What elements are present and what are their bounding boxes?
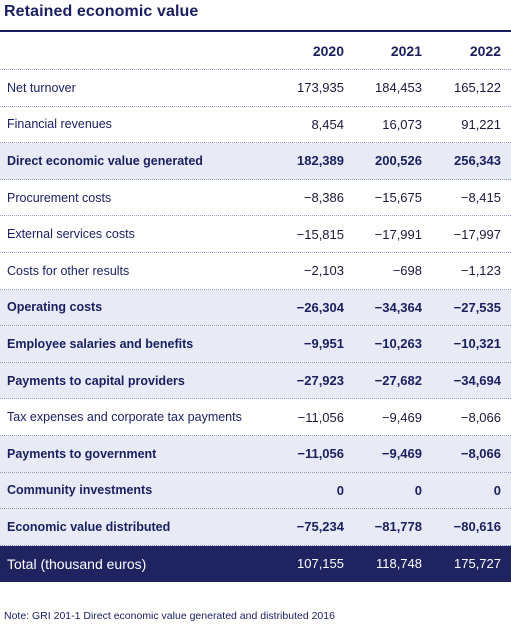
row-value-2022: −1,123 <box>460 263 501 279</box>
total-row: Total (thousand euros) 107,155 118,748 1… <box>0 545 511 582</box>
table-row: Community investments 0 0 0 <box>0 472 511 510</box>
table-row: Operating costs −26,304 −34,364 −27,535 <box>0 289 511 327</box>
row-value-2021: −9,469 <box>381 409 422 425</box>
total-2020: 107,155 <box>297 556 344 572</box>
row-value-2020: 0 <box>336 482 344 498</box>
table-row: Tax expenses and corporate tax payments −… <box>0 399 511 436</box>
row-label: Community investments <box>7 483 153 498</box>
row-value-2022: 256,343 <box>454 153 501 169</box>
row-value-2022: −17,997 <box>453 226 501 242</box>
table-header-row: 2020 2021 2022 <box>0 32 511 70</box>
row-label: Net turnover <box>7 80 76 95</box>
row-value-2022: −10,321 <box>453 336 501 352</box>
row-value-2021: −34,364 <box>374 299 422 315</box>
row-value-2020: 173,935 <box>297 80 344 96</box>
row-label: Employee salaries and benefits <box>7 336 194 351</box>
row-value-2022: 0 <box>493 482 501 498</box>
row-label: Direct economic value generated <box>7 153 203 168</box>
row-value-2022: −8,066 <box>460 409 501 425</box>
row-value-2020: −9,951 <box>303 336 344 352</box>
row-value-2021: −698 <box>392 263 422 279</box>
table-row: Direct economic value generated 182,389 20… <box>0 143 511 180</box>
row-value-2022: −27,535 <box>453 299 501 315</box>
row-value-2020: −11,056 <box>297 409 344 425</box>
row-value-2021: 200,526 <box>375 153 422 169</box>
row-label: Economic value distributed <box>7 519 171 534</box>
row-value-2020: −15,815 <box>296 226 344 242</box>
row-value-2021: −17,991 <box>374 226 422 242</box>
column-header-2021: 2021 <box>390 42 422 59</box>
total-2022: 175,727 <box>454 556 501 572</box>
row-value-2021: −81,778 <box>374 519 422 535</box>
column-header-2020: 2020 <box>312 42 344 59</box>
row-label: Tax expenses and corporate tax payments <box>7 410 242 425</box>
table-body: Net turnover 173,935 184,453 165,122 Financi… <box>0 70 511 546</box>
row-value-2020: −8,386 <box>303 190 344 206</box>
row-value-2022: 91,221 <box>461 116 501 132</box>
row-value-2022: −80,616 <box>453 519 501 535</box>
row-value-2021: 0 <box>414 482 422 498</box>
total-label: Total (thousand euros) <box>7 555 147 572</box>
row-value-2022: −8,066 <box>460 446 501 462</box>
page-title: Retained economic value <box>4 3 199 20</box>
row-value-2021: −9,469 <box>381 446 422 462</box>
table-row: Financial revenues 8,454 16,073 91,221 <box>0 107 511 144</box>
row-value-2021: −15,675 <box>374 190 422 206</box>
total-2021: 118,748 <box>375 556 422 572</box>
row-value-2021: 16,073 <box>382 116 422 132</box>
table-row: Net turnover 173,935 184,453 165,122 <box>0 70 511 107</box>
table-row: External services costs −15,815 −17,991 −17… <box>0 216 511 253</box>
row-value-2020: −75,234 <box>296 519 344 535</box>
row-label: Procurement costs <box>7 190 112 205</box>
footnote: Note: GRI 201-1 Direct economic value ge… <box>4 610 335 622</box>
row-value-2020: −26,304 <box>296 299 344 315</box>
row-label: Payments to capital providers <box>7 373 185 388</box>
row-value-2020: −2,103 <box>303 263 344 279</box>
table-row: Costs for other results −2,103 −698 −1,123 <box>0 253 511 290</box>
row-label: Operating costs <box>7 300 103 315</box>
title-divider <box>0 30 511 32</box>
row-value-2021: −10,263 <box>374 336 422 352</box>
row-label: Financial revenues <box>7 117 112 132</box>
row-label: External services costs <box>7 227 135 242</box>
economic-value-table: 2020 2021 2022 Net turnover 173,935 184,45… <box>0 32 511 582</box>
row-value-2022: −8,415 <box>460 190 501 206</box>
table-row: Payments to government −11,056 −9,469 −8,06… <box>0 435 511 473</box>
row-value-2021: 184,453 <box>375 80 422 96</box>
table-row: Employee salaries and benefits −9,951 −10,… <box>0 326 511 363</box>
row-value-2022: 165,122 <box>454 80 501 96</box>
row-value-2021: −27,682 <box>374 373 422 389</box>
row-label: Payments to government <box>7 446 157 461</box>
table-row: Payments to capital providers −27,923 −27,… <box>0 362 511 400</box>
row-label: Costs for other results <box>7 263 130 278</box>
table-row: Economic value distributed −75,234 −81,778… <box>0 509 511 546</box>
row-value-2020: 182,389 <box>297 153 344 169</box>
row-value-2022: −34,694 <box>453 373 501 389</box>
column-header-2022: 2022 <box>469 42 501 59</box>
table-row: Procurement costs −8,386 −15,675 −8,415 <box>0 180 511 217</box>
row-value-2020: 8,454 <box>311 116 344 132</box>
row-value-2020: −27,923 <box>296 373 344 389</box>
row-value-2020: −11,056 <box>297 446 344 462</box>
